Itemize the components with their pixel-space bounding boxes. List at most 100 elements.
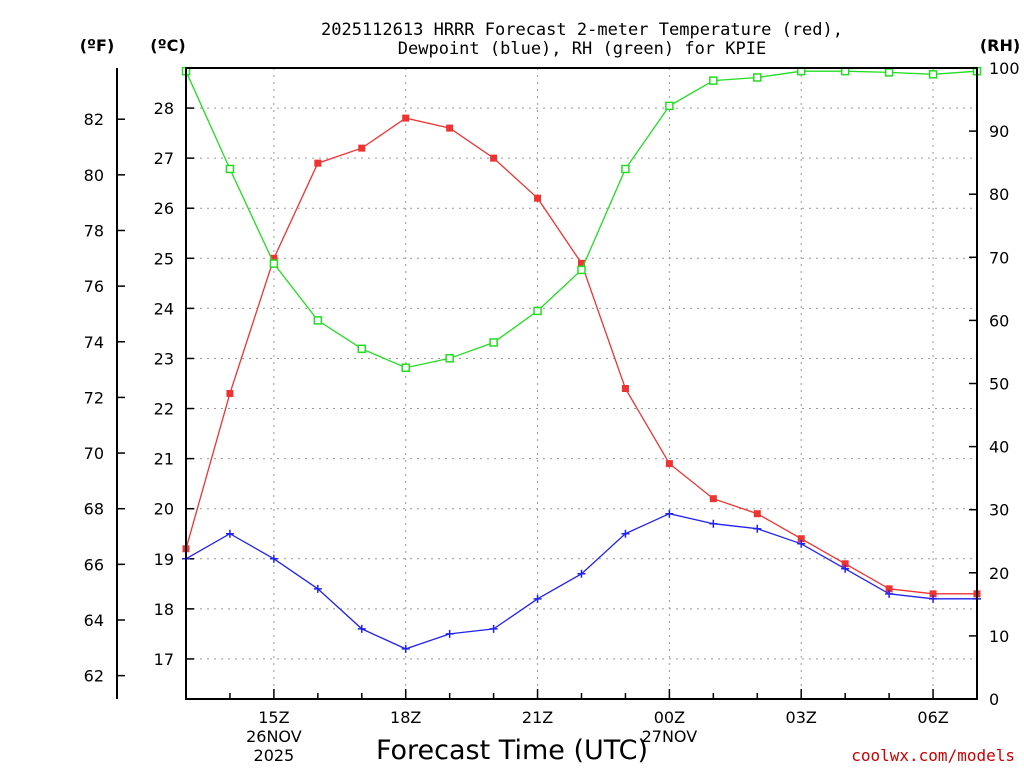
rh-tick-label: 90 <box>989 122 1009 141</box>
temperature-point <box>314 159 322 167</box>
fahrenheit-tick-label: 72 <box>84 388 104 407</box>
celsius-tick-label: 18 <box>154 600 174 619</box>
temperature-point <box>665 460 673 468</box>
fahrenheit-unit-label: (ºF) <box>80 36 115 55</box>
fahrenheit-tick-label: 74 <box>84 333 104 352</box>
celsius-tick-label: 23 <box>154 349 174 368</box>
time-tick-label: 06Z <box>917 708 948 727</box>
fahrenheit-tick-label: 78 <box>84 221 104 240</box>
dewpoint-point <box>929 594 938 603</box>
temperature-point <box>446 124 454 132</box>
rh-point <box>928 70 938 79</box>
temperature-point <box>885 585 893 593</box>
rh-tick-label: 100 <box>989 59 1020 78</box>
dewpoint-point <box>621 529 630 538</box>
celsius-tick-label: 26 <box>154 199 174 218</box>
rh-tick-label: 0 <box>989 690 999 709</box>
time-tick-label: 03Z <box>786 708 817 727</box>
celsius-tick-label: 28 <box>154 99 174 118</box>
series-layer <box>181 66 982 653</box>
rh-point <box>577 265 586 275</box>
rh-point <box>621 164 630 174</box>
rh-point <box>753 73 762 82</box>
celsius-tick-label: 19 <box>154 550 174 569</box>
fahrenheit-tick-label: 62 <box>84 667 104 686</box>
time-tick-label: 18Z <box>390 708 421 727</box>
temperature-point <box>578 259 585 267</box>
celsius-tick-label: 17 <box>154 650 174 669</box>
rh-point <box>401 363 410 372</box>
dewpoint-point <box>885 589 894 598</box>
fahrenheit-tick-label: 66 <box>84 555 104 574</box>
rh-point <box>533 306 542 316</box>
dewpoint-point <box>489 624 498 633</box>
dewpoint-point <box>401 644 410 653</box>
time-tick-sublabel: 26NOV <box>246 727 302 746</box>
temperature-point <box>753 510 761 518</box>
rh-tick-label: 80 <box>989 185 1009 204</box>
chart-title-line-1: 2025112613 HRRR Forecast 2-meter Tempera… <box>321 20 843 40</box>
temperature-point <box>797 535 805 543</box>
temperature-point <box>929 590 937 598</box>
rh-axis: 0 10 20 30 40 50 60 70 80 90 100 <box>969 59 1020 709</box>
dewpoint-point <box>709 519 718 528</box>
time-tick-sublabel: 2025 <box>254 746 295 765</box>
temperature-point <box>358 144 366 152</box>
dewpoint-series-line <box>185 513 977 650</box>
fahrenheit-tick-label: 76 <box>84 277 104 296</box>
time-tick-sublabel: 27NOV <box>642 727 698 746</box>
rh-unit-label: (RH) <box>980 36 1020 55</box>
celsius-tick-label: 21 <box>154 450 174 469</box>
time-tick-label: 15Z <box>258 708 289 727</box>
rh-point <box>489 338 498 347</box>
dewpoint-point <box>753 524 762 533</box>
rh-tick-label: 20 <box>989 564 1009 583</box>
rh-tick-label: 40 <box>989 438 1009 457</box>
celsius-tick-label: 27 <box>154 149 174 168</box>
temperature-point <box>402 114 410 122</box>
rh-point <box>269 259 279 268</box>
temperature-point <box>226 390 234 398</box>
dewpoint-point <box>533 594 542 603</box>
rh-tick-label: 60 <box>989 311 1009 330</box>
dewpoint-point <box>797 539 806 548</box>
dewpoint-point <box>445 629 454 638</box>
chart-title: 2025112613 HRRR Forecast 2-meter Tempera… <box>321 20 843 59</box>
rh-tick-label: 30 <box>989 501 1009 520</box>
dewpoint-point <box>313 584 322 593</box>
temperature-point <box>534 194 542 202</box>
dewpoint-point <box>269 554 278 563</box>
watermark-text: coolwx.com/models <box>851 746 1015 765</box>
rh-tick-label: 70 <box>989 248 1009 267</box>
rh-point <box>665 101 674 111</box>
temperature-point <box>709 495 717 503</box>
celsius-tick-label: 25 <box>154 249 174 268</box>
temperature-series-line <box>185 117 977 595</box>
temperature-point <box>841 560 849 568</box>
fahrenheit-tick-label: 82 <box>84 110 104 129</box>
rh-series-line <box>185 70 978 369</box>
rh-tick-label: 50 <box>989 375 1009 394</box>
dewpoint-point <box>577 569 586 578</box>
fahrenheit-tick-label: 68 <box>84 500 104 519</box>
fahrenheit-tick-label: 64 <box>84 611 104 630</box>
rh-point <box>445 354 454 363</box>
celsius-tick-label: 20 <box>154 500 174 519</box>
plot-frame <box>185 67 978 700</box>
time-tick-label: 21Z <box>522 708 553 727</box>
celsius-axis: 17 18 19 20 21 22 23 24 25 26 27 28 <box>154 99 194 669</box>
rh-point <box>357 344 367 354</box>
temperature-point <box>490 154 498 162</box>
fahrenheit-axis: 62 64 66 68 70 72 74 76 78 80 82 <box>84 68 125 699</box>
celsius-tick-label: 22 <box>154 400 174 419</box>
dewpoint-point <box>225 529 234 538</box>
chart-title-line-2: Dewpoint (blue), RH (green) for KPIE <box>398 39 766 59</box>
fahrenheit-tick-label: 80 <box>84 166 104 185</box>
celsius-tick-label: 24 <box>154 299 174 318</box>
gridlines <box>186 68 977 699</box>
dewpoint-point <box>357 624 366 633</box>
time-tick-label: 00Z <box>654 708 685 727</box>
temperature-point <box>270 254 278 262</box>
